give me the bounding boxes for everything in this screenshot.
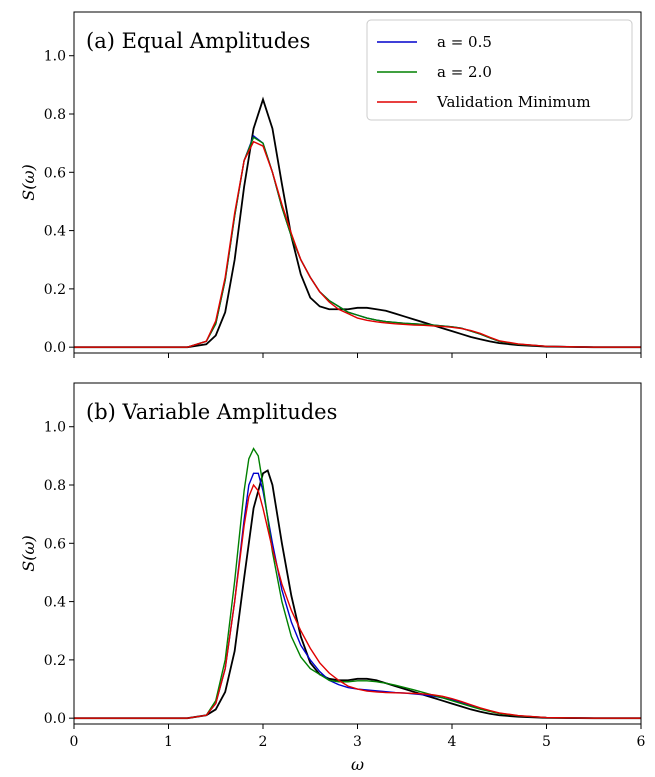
y-tick-label: 0.8 [44,107,66,123]
y-tick-label: 0.6 [44,165,66,181]
y-tick-label: 0.4 [44,595,66,611]
y-tick-label: 0.0 [44,711,66,727]
series-line [74,136,641,348]
x-tick-label: 0 [70,734,79,750]
series-line [74,469,641,720]
x-axis-label: ω [351,755,364,774]
y-tick-label: 0.4 [44,224,66,240]
x-tick-label: 1 [164,734,173,750]
panel-a: 0.0 0.2 0.4 0.6 0.8 1.0 (a) Equal Amplitudes S(… [19,11,642,358]
y-axis-label: S(ω) [19,535,38,572]
y-axis-label: S(ω) [19,164,38,201]
panel-b: 0.0 0.2 0.4 0.6 0.8 1.0 0 1 2 3 4 5 6 (b) Variable Am… [19,382,646,774]
y-tick-label: 0.2 [44,282,66,298]
x-tick-label: 6 [637,734,646,750]
y-tick-label: 0.8 [44,478,66,494]
panel-title: (b) Variable Amplitudes [86,400,337,424]
series-line [74,96,641,349]
x-tick-label: 2 [259,734,268,750]
legend: a = 0.5 a = 2.0 Validation Minimum [366,19,633,121]
series-line [74,483,641,719]
plot-frame [73,382,642,725]
panel-title: (a) Equal Amplitudes [86,29,310,53]
legend-label: a = 0.5 [437,33,492,51]
y-tick-label: 0.0 [44,340,66,356]
legend-label: Validation Minimum [436,93,591,111]
y-tick-label: 1.0 [44,420,66,436]
legend-label: a = 2.0 [437,63,492,81]
x-tick-label: 5 [542,734,551,750]
plot-frame [73,11,642,354]
legend-box [366,19,633,121]
x-tick-label: 3 [353,734,362,750]
x-tick-label: 4 [448,734,457,750]
series-line [74,447,641,719]
y-tick-label: 1.0 [44,49,66,65]
y-tick-label: 0.2 [44,653,66,669]
y-tick-label: 0.6 [44,536,66,552]
series-line [74,140,641,348]
